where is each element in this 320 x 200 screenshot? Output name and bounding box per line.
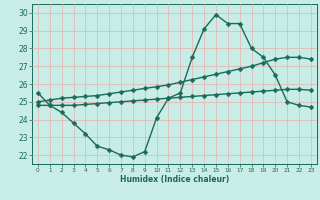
X-axis label: Humidex (Indice chaleur): Humidex (Indice chaleur) <box>120 175 229 184</box>
